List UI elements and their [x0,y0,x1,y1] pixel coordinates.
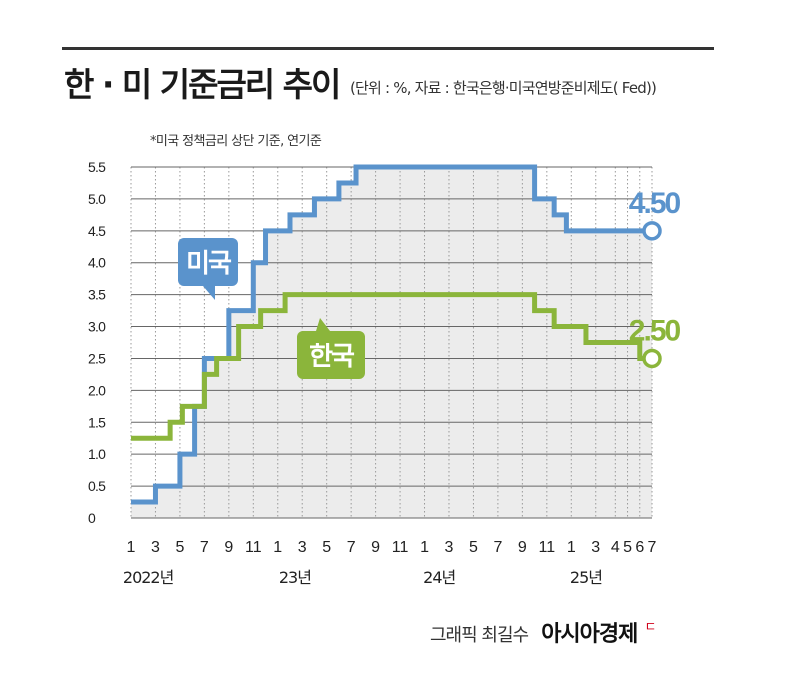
callout-label: 미국 [186,249,232,279]
callout-label: 한국 [309,342,355,372]
source-note: (단위 : %, 자료 : 한국은행·미국연방준비제도( Fed)) [350,79,657,97]
y-tick-label: 5.0 [88,191,106,207]
y-tick-label: 3.5 [88,287,106,303]
x-tick-label: 9 [518,539,527,556]
y-tick-label: 0.5 [88,478,106,494]
y-tick-label: 2.5 [88,350,106,366]
top-rule [62,47,714,50]
year-label: 2022년 [123,568,174,587]
x-tick-label: 7 [347,539,356,556]
callout-tail [316,318,330,331]
x-tick-label: 4 [611,539,620,556]
brand-mark-icon: ㄷ [644,620,657,635]
series-end-marker [642,221,662,241]
series-line-us [131,164,652,505]
y-tick-label: 4.0 [88,255,106,271]
x-tick-label: 5 [469,539,478,556]
year-label: 25년 [570,568,602,587]
x-tick-label: 11 [392,539,409,556]
x-tick-label: 1 [127,539,136,556]
y-tick-label: 1.0 [88,446,106,462]
credit-label: 그래픽 최길수 [430,625,529,646]
y-tick-label: 0 [88,510,96,526]
y-tick-label: 4.5 [88,223,106,239]
x-tick-label: 3 [445,539,454,556]
x-tick-label: 9 [371,539,380,556]
footnote: *미국 정책금리 상단 기준, 연기준 [150,134,322,149]
page-title: 한 · 미 기준금리 추이 [64,65,341,104]
x-tick-label: 3 [151,539,160,556]
callout-box [178,238,238,286]
y-tick-label: 1.5 [88,414,106,430]
x-tick-label: 11 [245,539,262,556]
year-label: 23년 [279,568,311,587]
x-tick-label: 11 [539,539,556,556]
callout-box [297,331,365,379]
brand-logo: 아시아경제 [541,622,638,647]
y-tick-label: 2.0 [88,382,106,398]
x-tick-label: 5 [322,539,331,556]
x-tick-label: 7 [493,539,502,556]
x-tick-label: 7 [200,539,209,556]
series-line-korea [131,292,652,441]
x-tick-label: 1 [567,539,576,556]
x-tick-label: 3 [298,539,307,556]
x-tick-label: 7 [648,539,657,556]
series-end-label: 4.50 [629,187,681,220]
area-under-us [131,167,652,518]
x-tick-label: 5 [175,539,184,556]
series-end-label: 2.50 [629,314,681,347]
year-label: 24년 [423,568,455,587]
credit: 그래픽 최길수 아시아경제 ㄷ [430,616,656,648]
callout-tail [203,286,215,300]
x-tick-label: 3 [591,539,600,556]
series-end-marker [642,348,662,369]
x-tick-label: 9 [224,539,233,556]
y-tick-label: 5.5 [88,159,106,175]
x-tick-label: 1 [420,539,429,556]
x-tick-label: 6 [635,539,644,556]
x-tick-label: 5 [623,539,632,556]
x-tick-label: 1 [273,539,282,556]
y-tick-label: 3.0 [88,319,106,335]
